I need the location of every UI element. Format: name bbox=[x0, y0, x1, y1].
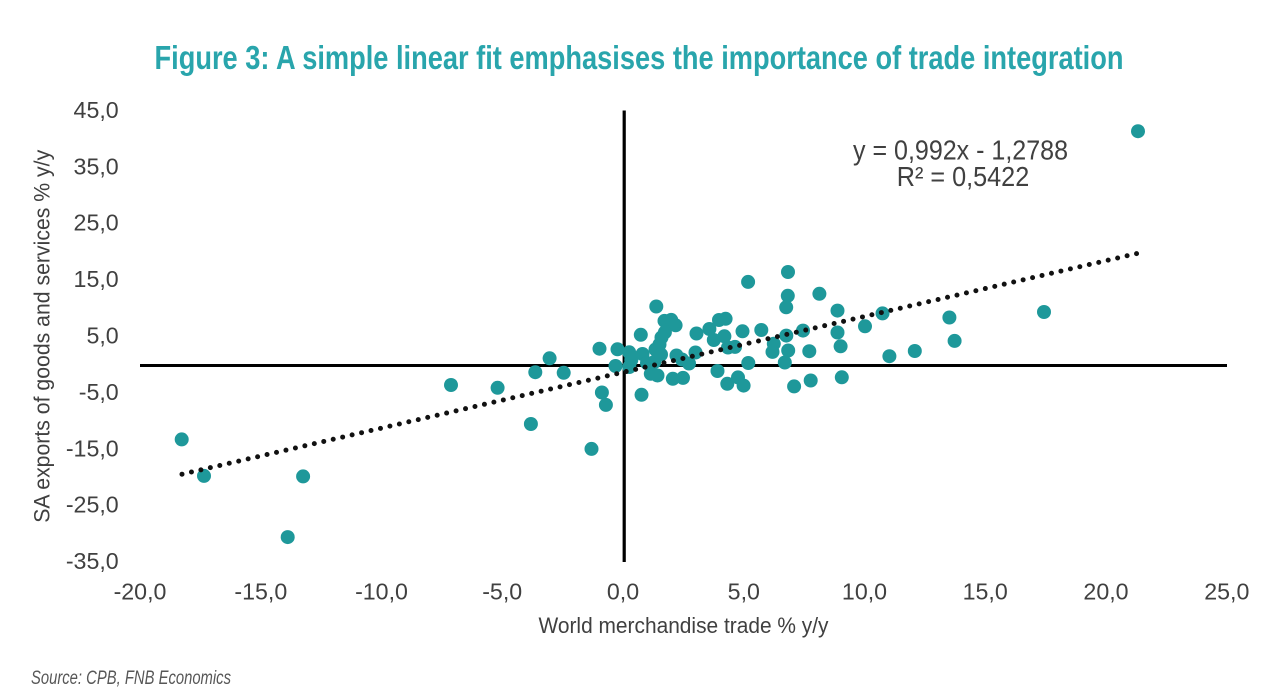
svg-text:-15,0: -15,0 bbox=[66, 435, 119, 461]
svg-text:25,0: 25,0 bbox=[1204, 579, 1249, 605]
svg-text:-35,0: -35,0 bbox=[66, 548, 119, 574]
svg-text:5,0: 5,0 bbox=[728, 579, 760, 605]
svg-text:SA exports of goods and servic: SA exports of goods and services % y/y bbox=[30, 149, 55, 523]
svg-text:R² = 0,5422: R² = 0,5422 bbox=[897, 161, 1030, 192]
svg-text:y = 0,992x - 1,2788: y = 0,992x - 1,2788 bbox=[853, 135, 1068, 166]
svg-text:10,0: 10,0 bbox=[842, 579, 887, 605]
svg-text:-5,0: -5,0 bbox=[482, 579, 522, 605]
svg-text:15,0: 15,0 bbox=[963, 579, 1008, 605]
svg-text:Source: CPB, FNB Economics: Source: CPB, FNB Economics bbox=[31, 668, 231, 689]
svg-text:5,0: 5,0 bbox=[86, 323, 118, 349]
svg-text:35,0: 35,0 bbox=[74, 153, 119, 179]
svg-text:0,0: 0,0 bbox=[607, 579, 639, 605]
svg-text:-20,0: -20,0 bbox=[114, 579, 167, 605]
svg-text:15,0: 15,0 bbox=[74, 266, 119, 292]
svg-text:25,0: 25,0 bbox=[74, 210, 119, 236]
svg-text:-25,0: -25,0 bbox=[66, 492, 119, 518]
svg-text:20,0: 20,0 bbox=[1083, 579, 1128, 605]
svg-text:45,0: 45,0 bbox=[74, 97, 119, 123]
svg-text:-10,0: -10,0 bbox=[355, 579, 408, 605]
svg-text:-5,0: -5,0 bbox=[79, 379, 119, 405]
svg-text:-15,0: -15,0 bbox=[234, 579, 287, 605]
svg-text:World merchandise trade % y/y: World merchandise trade % y/y bbox=[539, 613, 830, 638]
svg-text:Figure 3: A simple linear fit: Figure 3: A simple linear fit emphasises… bbox=[155, 39, 1124, 76]
